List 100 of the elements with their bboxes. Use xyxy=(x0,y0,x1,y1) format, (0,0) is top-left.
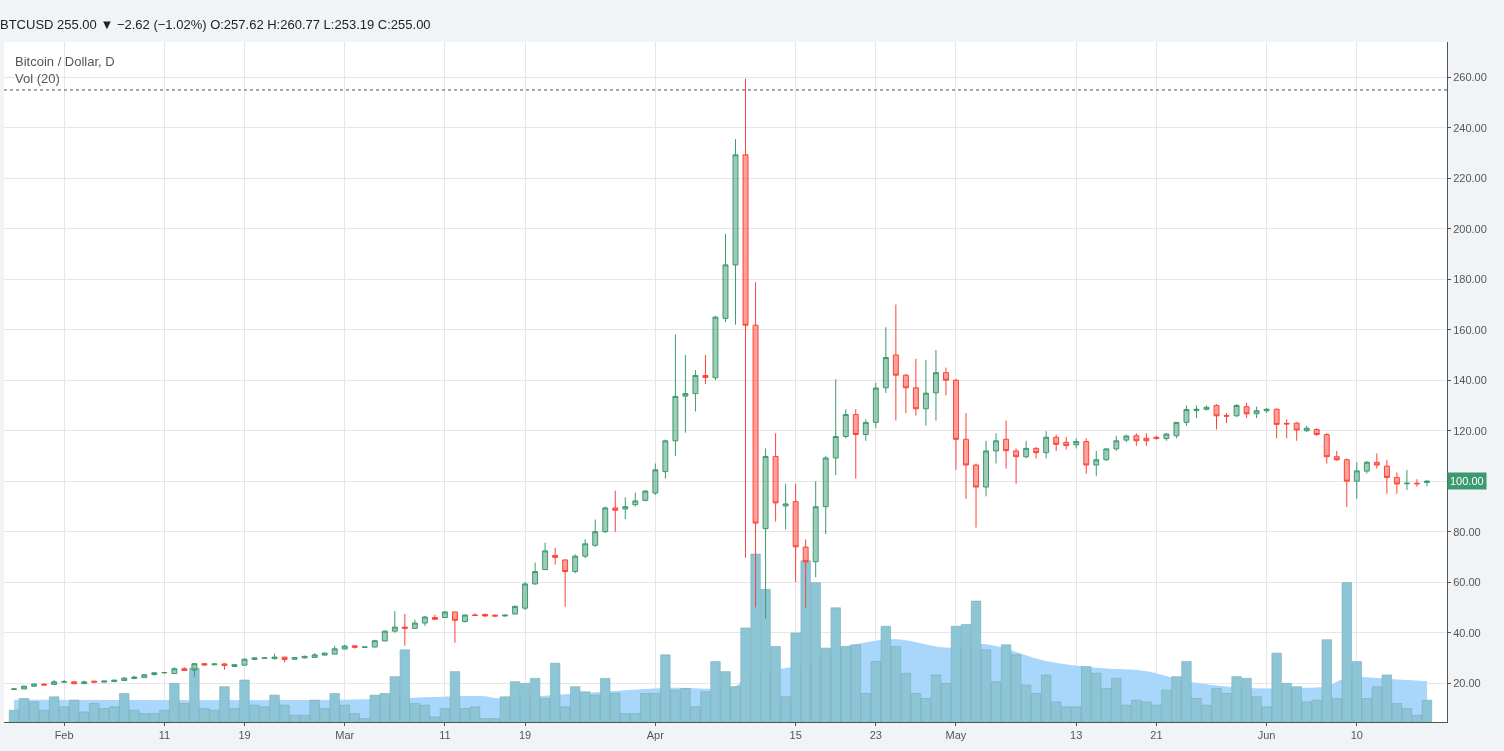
candlestick xyxy=(251,656,258,661)
x-tick-label: 15 xyxy=(789,729,802,742)
candlestick xyxy=(1093,450,1100,477)
y-tick-label: 240.00 xyxy=(1453,121,1487,134)
candlestick xyxy=(862,418,869,442)
x-tick-label: 21 xyxy=(1150,729,1163,742)
y-tick-label: 160.00 xyxy=(1453,323,1487,336)
candlestick xyxy=(682,354,689,434)
candlestick xyxy=(562,558,569,608)
candlestick xyxy=(993,432,1000,465)
chart-subtitle: BTCUSD 255.00 ▼ −2.62 (−1.02%) O:257.62 H:260.77 L:253.19 C:255.00 xyxy=(0,17,431,32)
candlestick xyxy=(1213,403,1220,430)
candlestick xyxy=(842,408,849,439)
candlestick xyxy=(351,645,358,650)
candlestick xyxy=(912,358,919,417)
candlestick xyxy=(1413,478,1420,488)
candlestick xyxy=(502,613,508,617)
candlestick xyxy=(261,656,268,660)
candlestick xyxy=(702,354,709,385)
candlestick xyxy=(572,553,579,574)
candlestick xyxy=(131,675,138,680)
candlestick xyxy=(431,613,438,621)
candlestick xyxy=(1353,461,1360,500)
candlestick xyxy=(852,408,859,480)
candlestick xyxy=(381,629,388,642)
candlestick xyxy=(191,662,198,678)
candlestick xyxy=(772,432,779,523)
candlestick xyxy=(732,138,739,326)
text: Bitcoin / Dollar, D xyxy=(15,54,115,69)
y-tick-label: 180.00 xyxy=(1453,273,1487,286)
candlestick xyxy=(973,463,979,529)
candlestick xyxy=(101,680,108,683)
candlestick xyxy=(201,662,208,666)
candlestick xyxy=(812,480,819,578)
candlestick xyxy=(782,483,789,530)
candlestick xyxy=(441,610,448,619)
candlestick xyxy=(1183,404,1190,427)
candlestick xyxy=(943,367,949,396)
candlestick xyxy=(872,382,879,429)
x-tick-label: Mar xyxy=(335,729,355,742)
candlestick xyxy=(31,682,38,688)
candlestick xyxy=(662,439,669,480)
y-tick-label: 200.00 xyxy=(1453,222,1487,235)
candlestick xyxy=(932,349,939,422)
candlestick xyxy=(11,688,17,691)
candlestick xyxy=(1223,412,1230,424)
candlestick xyxy=(171,666,178,675)
candlestick xyxy=(371,639,378,648)
candlestick xyxy=(712,315,719,381)
candlestick xyxy=(1233,403,1240,418)
candlestick xyxy=(21,685,27,690)
candlestick xyxy=(311,652,318,659)
candlestick xyxy=(582,538,589,559)
candlestick xyxy=(1253,406,1260,419)
x-tick-label: 11 xyxy=(439,729,451,742)
y-tick-label: 260.00 xyxy=(1453,71,1487,84)
candlestick xyxy=(51,679,58,686)
candlestick xyxy=(922,359,929,427)
candlestick xyxy=(1153,435,1160,441)
candlestick xyxy=(1133,432,1140,447)
candlestick xyxy=(612,490,619,533)
candlestick xyxy=(41,683,48,687)
y-tick-label: 140.00 xyxy=(1453,374,1487,387)
candlestick xyxy=(1383,459,1390,495)
candlestick xyxy=(1083,437,1090,475)
candlestick xyxy=(1033,446,1040,459)
candlestick xyxy=(692,369,699,413)
candlestick xyxy=(301,655,308,659)
y-tick-label: 20.00 xyxy=(1453,676,1481,689)
candlestick xyxy=(622,496,629,520)
candlestick xyxy=(1393,471,1400,495)
candlestick xyxy=(652,463,659,496)
candlestick xyxy=(1193,404,1200,419)
candlestick xyxy=(1313,427,1320,437)
x-tick-label: 19 xyxy=(518,729,532,742)
candlestick xyxy=(592,519,599,548)
candlestick xyxy=(271,653,278,660)
x-tick-label: 19 xyxy=(238,729,251,742)
candlestick xyxy=(1103,447,1110,462)
candlestick xyxy=(552,547,559,565)
candlestick xyxy=(361,646,368,649)
candlestick xyxy=(181,666,188,672)
candlestick xyxy=(1023,440,1030,459)
candlestick xyxy=(632,492,639,507)
candlestick xyxy=(792,483,799,583)
candlestick xyxy=(71,680,78,685)
y-tick-label: 60.00 xyxy=(1453,576,1481,589)
candlestick xyxy=(512,604,519,615)
candlestick xyxy=(61,679,68,684)
candlestick xyxy=(1403,469,1410,491)
candlestick xyxy=(231,663,238,668)
candlestick xyxy=(482,612,488,617)
candlestick xyxy=(421,615,428,627)
chart-title: Vol (20) xyxy=(15,71,60,86)
candlestick xyxy=(1143,432,1150,447)
candlestick xyxy=(1053,434,1060,452)
candlestick xyxy=(401,613,408,647)
candlestick xyxy=(151,672,158,677)
candlestick xyxy=(642,489,649,502)
candlestick xyxy=(983,440,989,497)
